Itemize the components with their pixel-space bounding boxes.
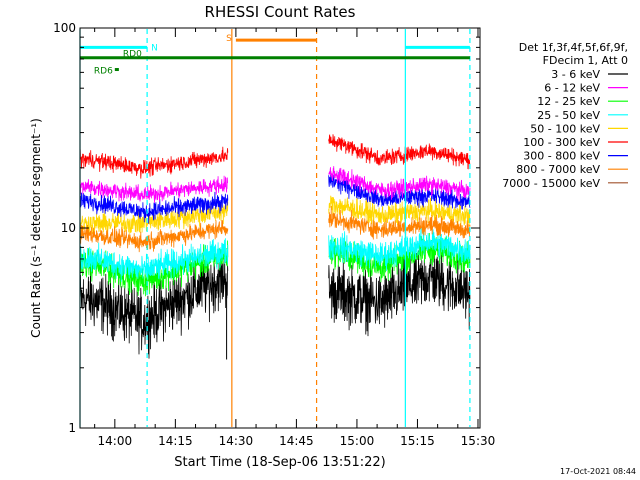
- series-line-25-50-kev-1: [328, 227, 471, 272]
- series-layer: [79, 134, 471, 360]
- legend-entry-label: 12 - 25 keV: [537, 95, 600, 108]
- legend-header-line: FDecim 1, Att 0: [543, 54, 628, 67]
- x-tick-label: 15:00: [340, 434, 375, 448]
- series-line-100-300-kev-1: [328, 134, 471, 170]
- y-axis-label: Count Rate (s⁻¹ detector segment⁻¹): [29, 118, 43, 338]
- flag-label-n: N: [151, 43, 158, 53]
- series-line-6-12-kev-1: [328, 166, 471, 202]
- y-tick-label: 1: [68, 421, 76, 435]
- series-line-3-6-kev-1: [328, 248, 471, 337]
- legend-entry-label: 100 - 300 keV: [523, 136, 600, 149]
- series-line-6-12-kev-0: [79, 175, 229, 204]
- series-line-300-800-kev-0: [79, 191, 229, 224]
- axes: 14:00 14:15 14:30 14:45 15:00 15:15 15:30 1 10 10…: [53, 21, 495, 448]
- legend-entry-label: 50 - 100 keV: [530, 122, 600, 135]
- flag-label-rd0: RD0: [123, 50, 142, 60]
- series-line-100-300-kev-0: [79, 146, 229, 179]
- x-axis-label: Start Time (18-Sep-06 13:51:22): [174, 455, 385, 470]
- series-line-800-7000-kev-0: [79, 220, 229, 253]
- legend-entry-label: 800 - 7000 keV: [516, 163, 600, 176]
- legend-entry-label: 300 - 800 keV: [523, 150, 600, 163]
- chart-title: RHESSI Count Rates: [205, 3, 356, 21]
- legend: Det 1f,3f,4f,5f,6f,9f,FDecim 1, Att 03 -…: [502, 41, 628, 190]
- legend-entry-label: 25 - 50 keV: [537, 109, 600, 122]
- legend-entry-label: 6 - 12 keV: [544, 82, 600, 95]
- flag-bars: N S RD0 RD6: [80, 34, 470, 77]
- x-tick-label: 14:00: [98, 434, 133, 448]
- legend-entry-label: 3 - 6 keV: [551, 68, 600, 81]
- flag-label-rd6: RD6: [94, 67, 113, 77]
- y-tick-label: 100: [53, 21, 76, 35]
- series-line-50-100-kev-1: [328, 195, 471, 228]
- x-tick-label: 14:30: [219, 434, 254, 448]
- legend-header-line: Det 1f,3f,4f,5f,6f,9f,: [519, 41, 628, 54]
- x-tick-label: 15:30: [461, 434, 496, 448]
- x-tick-label: 15:15: [400, 434, 435, 448]
- y-tick-label: 10: [61, 221, 76, 235]
- timestamp: 17-Oct-2021 08:44: [560, 467, 636, 476]
- series-line-25-50-kev-0: [79, 238, 229, 282]
- legend-entry-label: 7000 - 15000 keV: [502, 177, 600, 190]
- flag-label-s: S: [226, 34, 232, 44]
- series-line-800-7000-kev-1: [328, 205, 471, 240]
- x-tick-label: 14:45: [279, 434, 314, 448]
- x-tick-label: 14:15: [158, 434, 193, 448]
